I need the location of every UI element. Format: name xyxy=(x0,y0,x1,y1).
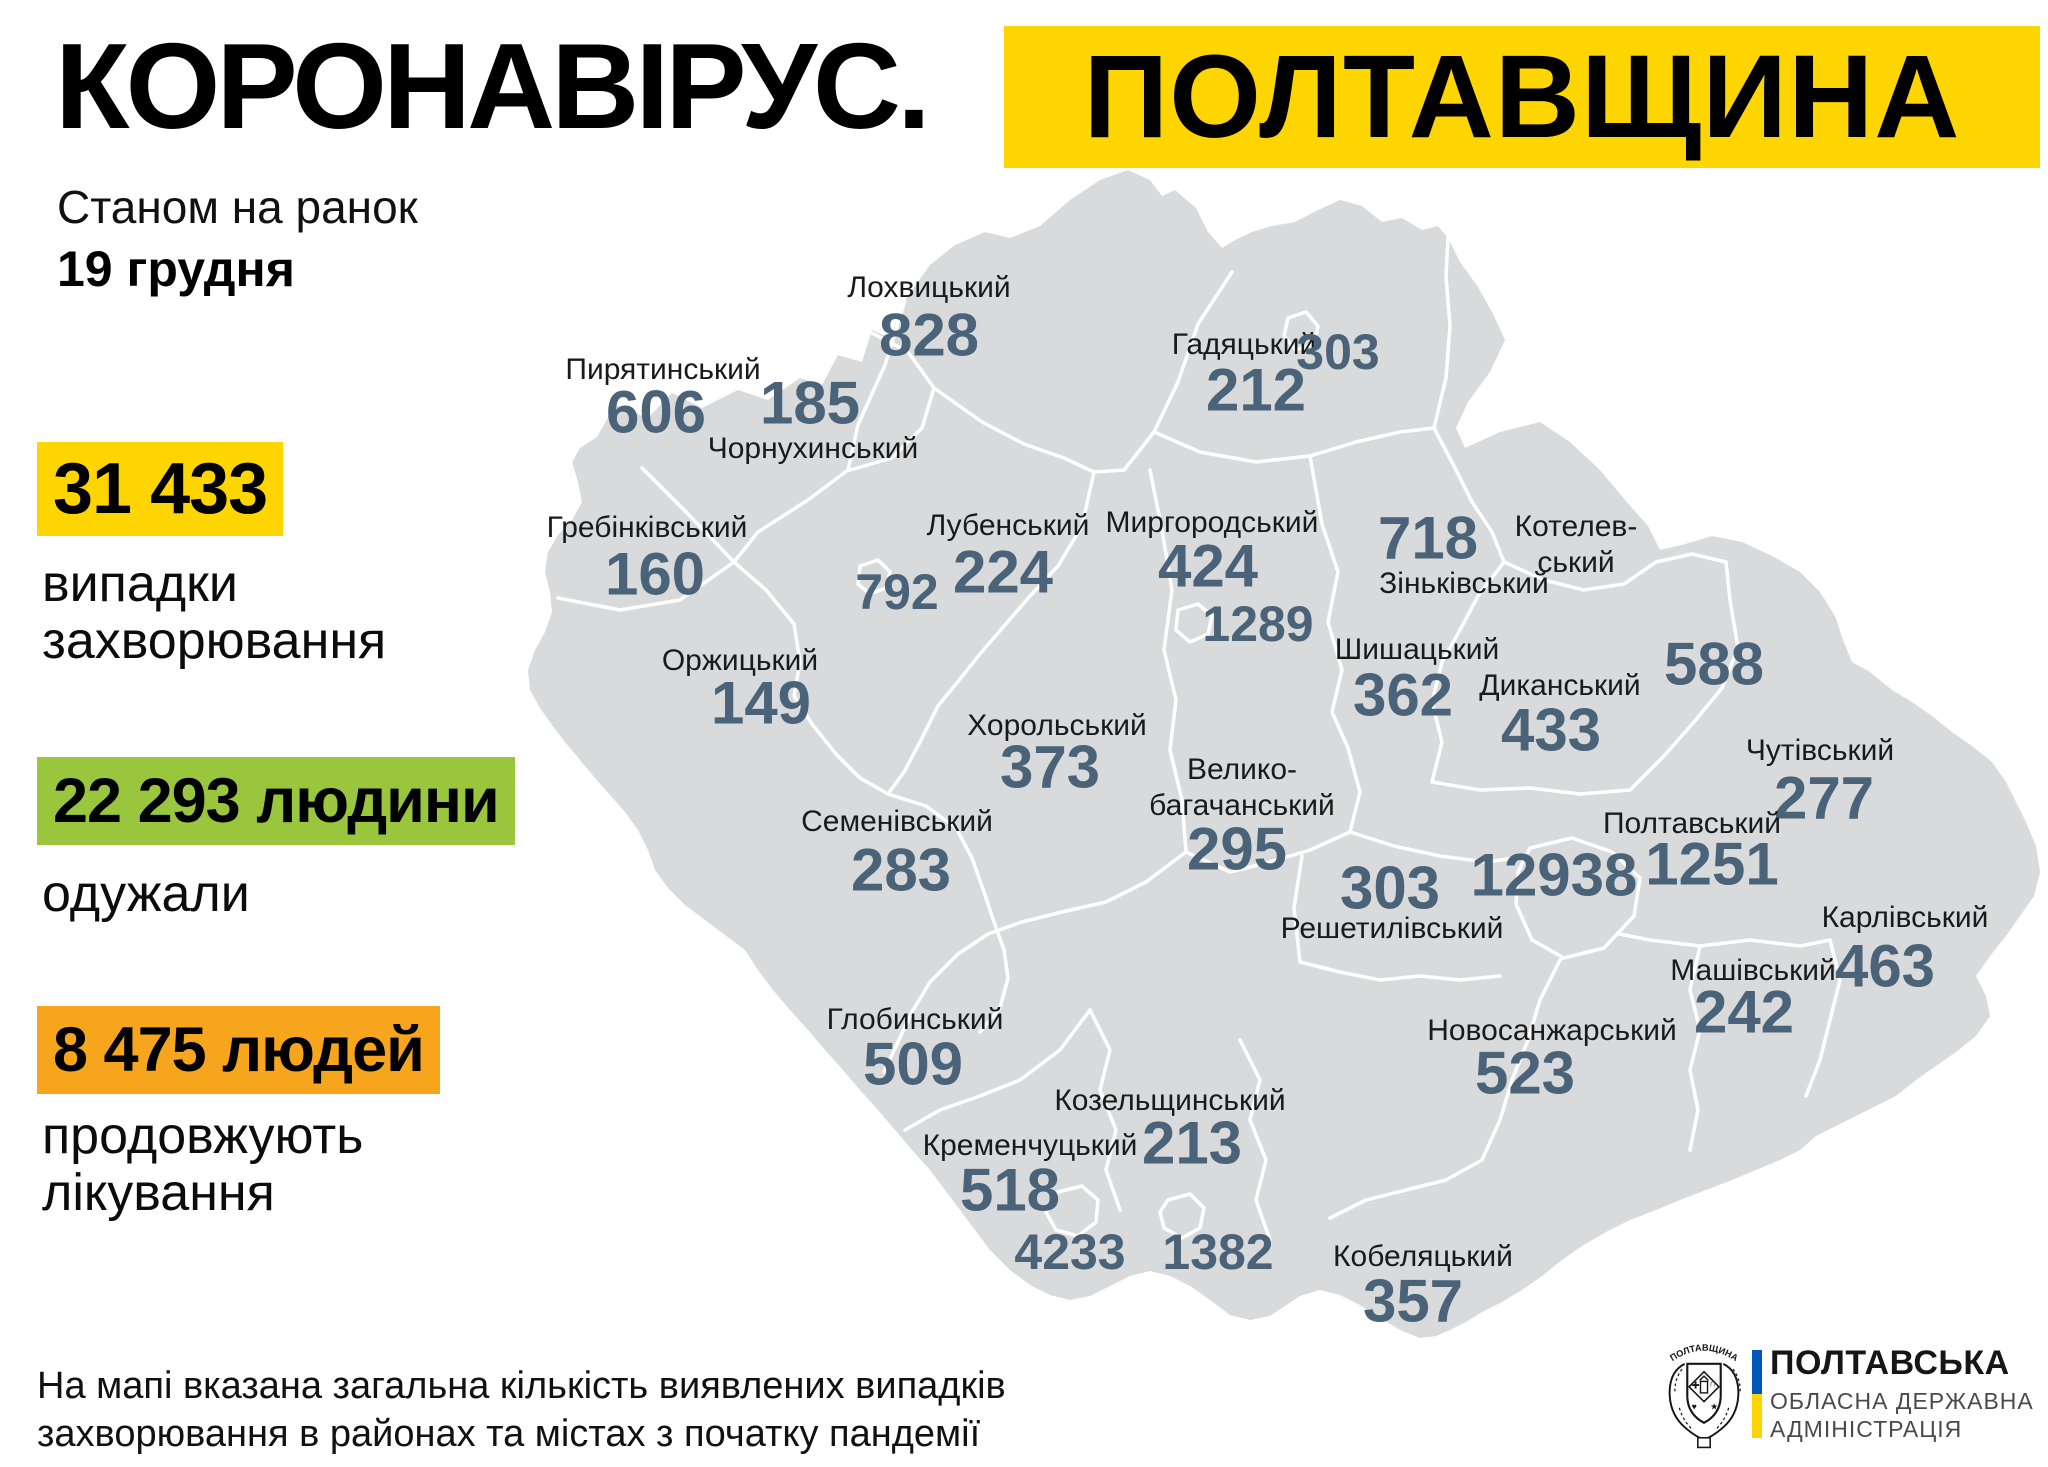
district-case-count: 303 xyxy=(1296,324,1380,380)
svg-text:✚: ✚ xyxy=(1692,1380,1700,1391)
district-case-count: 283 xyxy=(850,836,952,904)
page-title: КОРОНАВІРУС. xyxy=(55,18,931,154)
district-case-count: 224 xyxy=(952,538,1054,606)
district-case-count: 433 xyxy=(1500,696,1602,764)
district-case-count: 463 xyxy=(1834,932,1936,1000)
stat-cases-label: випадки захворювання xyxy=(42,555,387,670)
district-label: Кременчуцький xyxy=(922,1129,1138,1162)
district-label: Лубенський xyxy=(926,509,1090,542)
district-case-count: 718 xyxy=(1377,504,1479,572)
stat-recovered-value: 22 293 людини xyxy=(37,757,515,845)
logo-org-line2: ОБЛАСНА ДЕРЖАВНА xyxy=(1770,1388,2034,1414)
footnote-line-1: На мапі вказана загальна кількість виявл… xyxy=(37,1365,1006,1407)
district-case-count: 12938 xyxy=(1470,841,1638,909)
district-label: Гребінківський xyxy=(546,511,748,544)
district-label: Пирятинський xyxy=(565,353,761,386)
district-label: Лохвицький xyxy=(847,271,1011,304)
district-label: Шишацький xyxy=(1334,633,1500,666)
district-label: Хорольський xyxy=(967,709,1147,742)
district-label: Миргородський xyxy=(1105,506,1319,539)
district-case-count: 606 xyxy=(605,378,707,446)
district-case-count: 4233 xyxy=(1014,1224,1126,1280)
district-case-count: 362 xyxy=(1352,661,1454,729)
district-label: Оржицький xyxy=(661,644,819,677)
district-case-count: 213 xyxy=(1141,1109,1243,1177)
district-label: Новосанжарський xyxy=(1427,1014,1677,1047)
city-enclaves xyxy=(856,310,1642,1240)
district-label: Решетилівський xyxy=(1280,912,1504,945)
district-label: Семенівський xyxy=(801,805,993,838)
district-label: Диканський xyxy=(1479,669,1641,702)
ukraine-flag-bar xyxy=(1752,1350,1762,1438)
district-case-count: 149 xyxy=(710,669,812,737)
district-label: Кобеляцький xyxy=(1333,1240,1513,1273)
district-case-count: 828 xyxy=(878,301,980,369)
stat-recovered-label: одужали xyxy=(42,865,250,923)
district-label: Полтавський xyxy=(1602,807,1782,840)
coat-of-arms-icon: ПОЛТАВЩИНА ✚ ∩ ♥ ★ xyxy=(1668,1343,1741,1449)
svg-text:∩: ∩ xyxy=(1709,1379,1716,1390)
district-case-count: 277 xyxy=(1773,764,1875,832)
district-case-count: 357 xyxy=(1362,1267,1464,1335)
district-label: Зіньківський xyxy=(1379,567,1549,600)
district-label: Машівський xyxy=(1670,954,1836,987)
region-title-badge: ПОЛТАВЩИНА xyxy=(1004,26,2040,168)
status-subtitle: Станом на ранок xyxy=(57,181,418,233)
stat-cases-value: 31 433 xyxy=(37,442,284,536)
footnote-line-2: захворювання в районах та містах з почат… xyxy=(37,1413,981,1455)
district-case-count: 242 xyxy=(1693,978,1795,1046)
district-case-count: 1251 xyxy=(1645,830,1779,898)
district-label: Глобинський xyxy=(826,1003,1004,1036)
district-case-count: 588 xyxy=(1663,630,1765,698)
district-case-count: 160 xyxy=(604,540,706,608)
district-case-count: 373 xyxy=(999,733,1101,801)
stat-treatment-label: продовжують лікування xyxy=(42,1107,364,1222)
district-case-count: 424 xyxy=(1157,532,1259,600)
map-land-shape xyxy=(528,170,2040,1338)
district-case-count: 523 xyxy=(1474,1039,1576,1107)
district-case-count: 509 xyxy=(862,1030,964,1098)
logo-org-name: ПОЛТАВСЬКА xyxy=(1770,1344,2010,1382)
district-case-count: 295 xyxy=(1186,815,1288,883)
district-label: Велико-багачанський xyxy=(1149,753,1335,822)
district-case-count: 1382 xyxy=(1162,1224,1274,1280)
stat-treatment-value: 8 475 людей xyxy=(37,1006,440,1094)
status-date: 19 грудня xyxy=(57,241,295,297)
logo-org-line3: АДМІНІСТРАЦІЯ xyxy=(1770,1416,1963,1442)
district-label: Карлівський xyxy=(1821,901,1989,934)
district-case-count: 185 xyxy=(759,369,861,437)
district-case-count: 303 xyxy=(1339,854,1441,922)
district-case-count: 1289 xyxy=(1202,596,1314,652)
district-borders xyxy=(556,236,1842,1242)
district-case-count: 518 xyxy=(959,1156,1061,1224)
district-case-count: 212 xyxy=(1205,356,1307,424)
district-label: Козельщинський xyxy=(1054,1084,1286,1117)
svg-text:♥: ♥ xyxy=(1692,1402,1697,1412)
district-label: Гадяцький xyxy=(1171,328,1317,361)
district-label: Чутівський xyxy=(1745,734,1895,767)
district-case-count: 792 xyxy=(855,564,939,620)
svg-text:★: ★ xyxy=(1710,1402,1718,1412)
svg-text:ПОЛТАВЩИНА: ПОЛТАВЩИНА xyxy=(1668,1343,1740,1364)
district-label: Чорнухинський xyxy=(707,432,919,465)
district-label: Котелев-ський xyxy=(1514,510,1638,579)
